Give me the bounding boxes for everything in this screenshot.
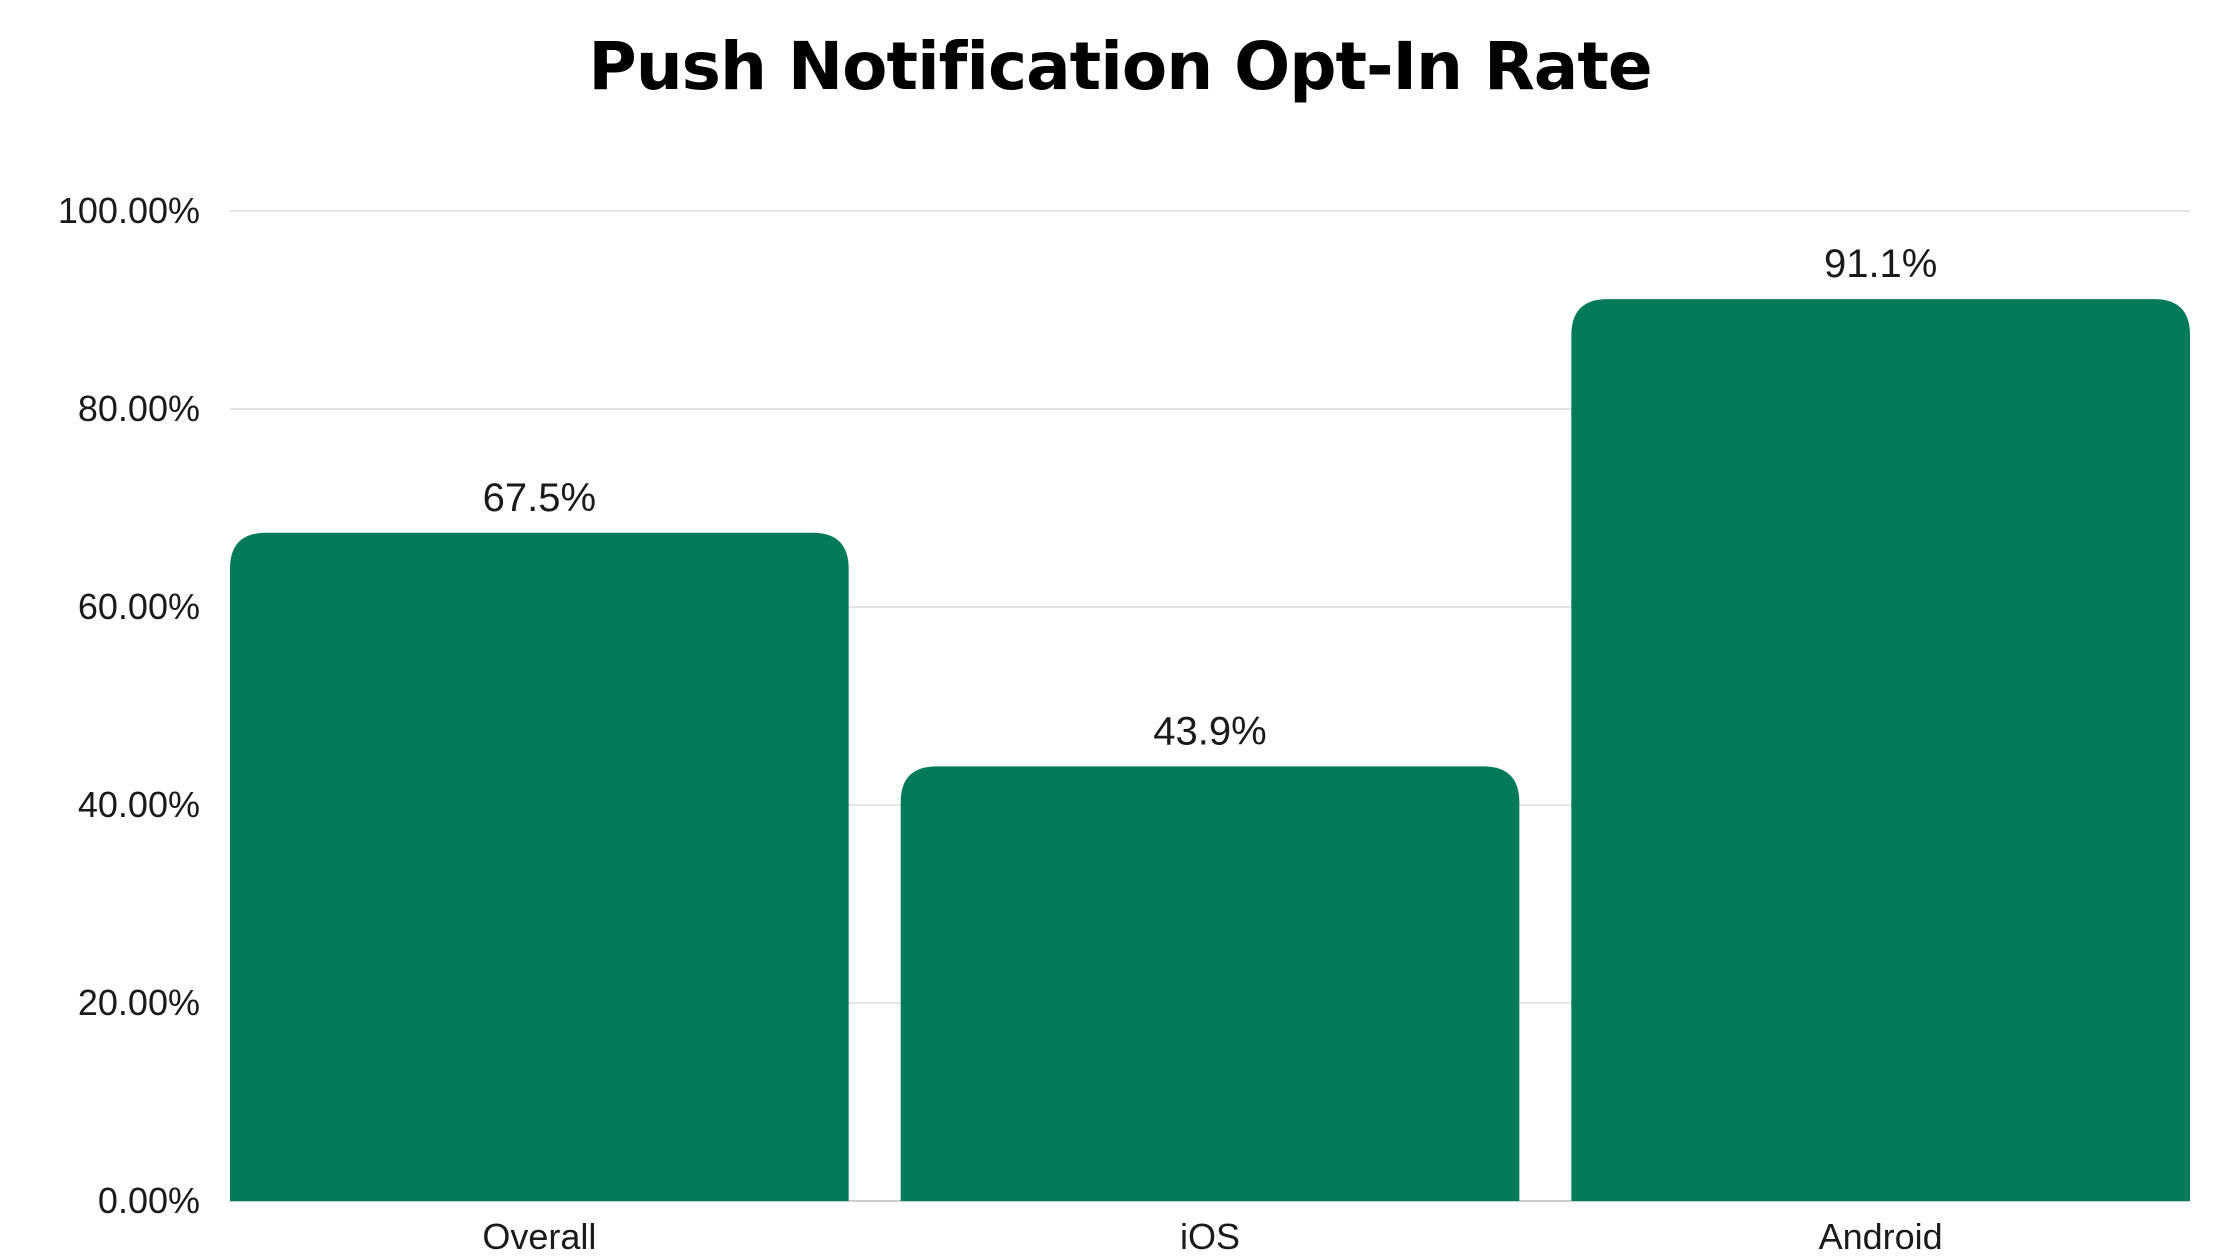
data-labels: 67.5% 43.9% 91.1% [483,242,1938,753]
chart-title: Push Notification Opt-In Rate [588,28,1652,105]
data-label: 91.1% [1824,242,1937,286]
bar-overall [230,532,849,1201]
x-tick-label: Android [1819,1216,1943,1257]
bar-android [1571,299,2190,1201]
bar-ios [900,766,1520,1201]
y-tick-label: 60.00% [78,586,200,627]
data-label: 67.5% [483,476,596,520]
y-tick-label: 100.00% [58,190,200,231]
y-tick-label: 0.00% [98,1180,200,1221]
data-label: 43.9% [1153,709,1266,753]
y-axis-ticks: 0.00% 20.00% 40.00% 60.00% 80.00% 100.00% [58,190,200,1221]
x-axis-ticks: Overall iOS Android [482,1216,1942,1257]
y-tick-label: 40.00% [78,784,200,825]
bars [230,299,2190,1201]
x-tick-label: Overall [482,1216,596,1257]
x-tick-label: iOS [1180,1216,1240,1257]
y-tick-label: 80.00% [78,388,200,429]
y-tick-label: 20.00% [78,982,200,1023]
